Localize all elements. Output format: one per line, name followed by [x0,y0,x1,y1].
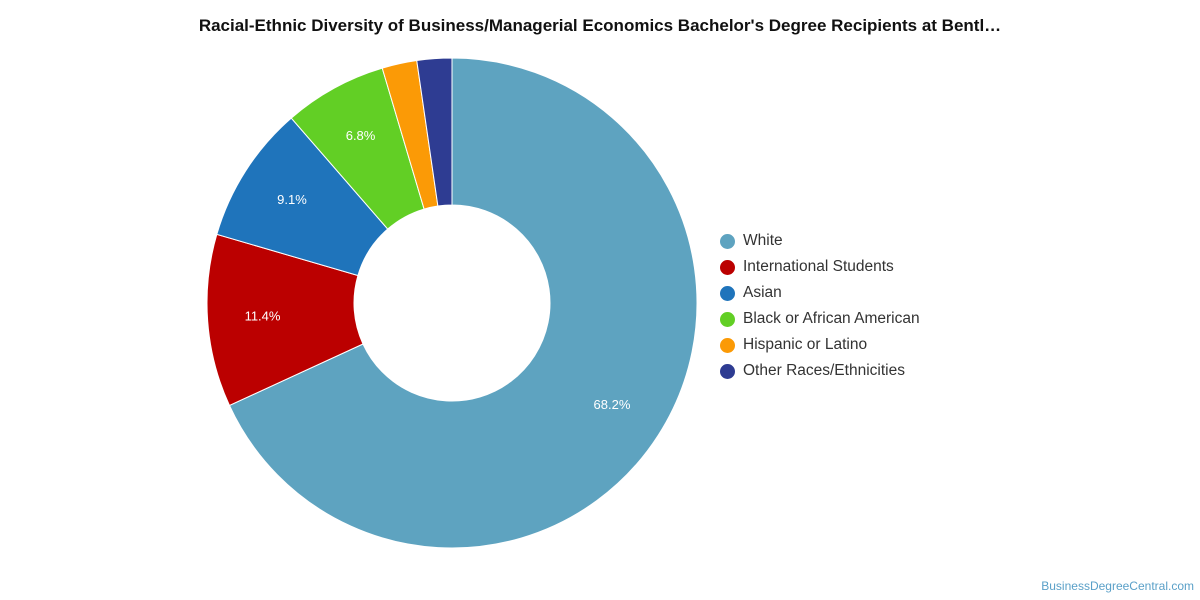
legend-item-asian[interactable]: Asian [720,280,920,306]
slice-labels: 68.2% 11.4% 9.1% 6.8% [245,128,631,412]
legend-item-black-or-african-american[interactable]: Black or African American [720,306,920,332]
legend-swatch [720,337,735,353]
legend-swatch [720,233,735,249]
legend-item-white[interactable]: White [720,228,920,254]
legend-item-international-students[interactable]: International Students [720,254,920,280]
chart-title: Racial-Ethnic Diversity of Business/Mana… [198,16,1002,35]
slice-white[interactable] [228,57,698,549]
slice-label-white: 68.2% [594,397,631,412]
source-credit[interactable]: BusinessDegreeCentral.com [1041,579,1194,593]
legend-swatch [720,285,735,301]
legend-swatch [720,259,735,275]
legend-label: Black or African American [743,310,920,327]
legend-label: Hispanic or Latino [743,336,868,353]
legend-swatch [720,311,735,327]
legend-label: International Students [743,258,894,275]
slice-other-races-ethnicities[interactable] [416,57,453,207]
legend-swatch [720,363,735,379]
legend-label: White [743,232,783,249]
donut-slices [206,57,698,549]
slice-international-students[interactable] [206,233,364,407]
slice-label-asian: 9.1% [277,192,307,207]
legend-label: Other Races/Ethnicities [743,362,905,379]
legend-item-other-races-ethnicities[interactable]: Other Races/Ethnicities [720,358,920,384]
chart-legend: White International Students Asian Black or… [720,228,920,384]
legend-label: Asian [743,284,782,301]
slice-label-international-students: 11.4% [245,308,281,323]
legend-item-hispanic-or-latino[interactable]: Hispanic or Latino [720,332,920,358]
slice-label-black-or-african-american: 6.8% [346,128,376,143]
